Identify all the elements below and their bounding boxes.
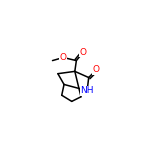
Text: O: O bbox=[93, 65, 100, 74]
Text: O: O bbox=[60, 53, 67, 62]
Text: NH: NH bbox=[80, 86, 94, 95]
Text: O: O bbox=[80, 48, 87, 57]
